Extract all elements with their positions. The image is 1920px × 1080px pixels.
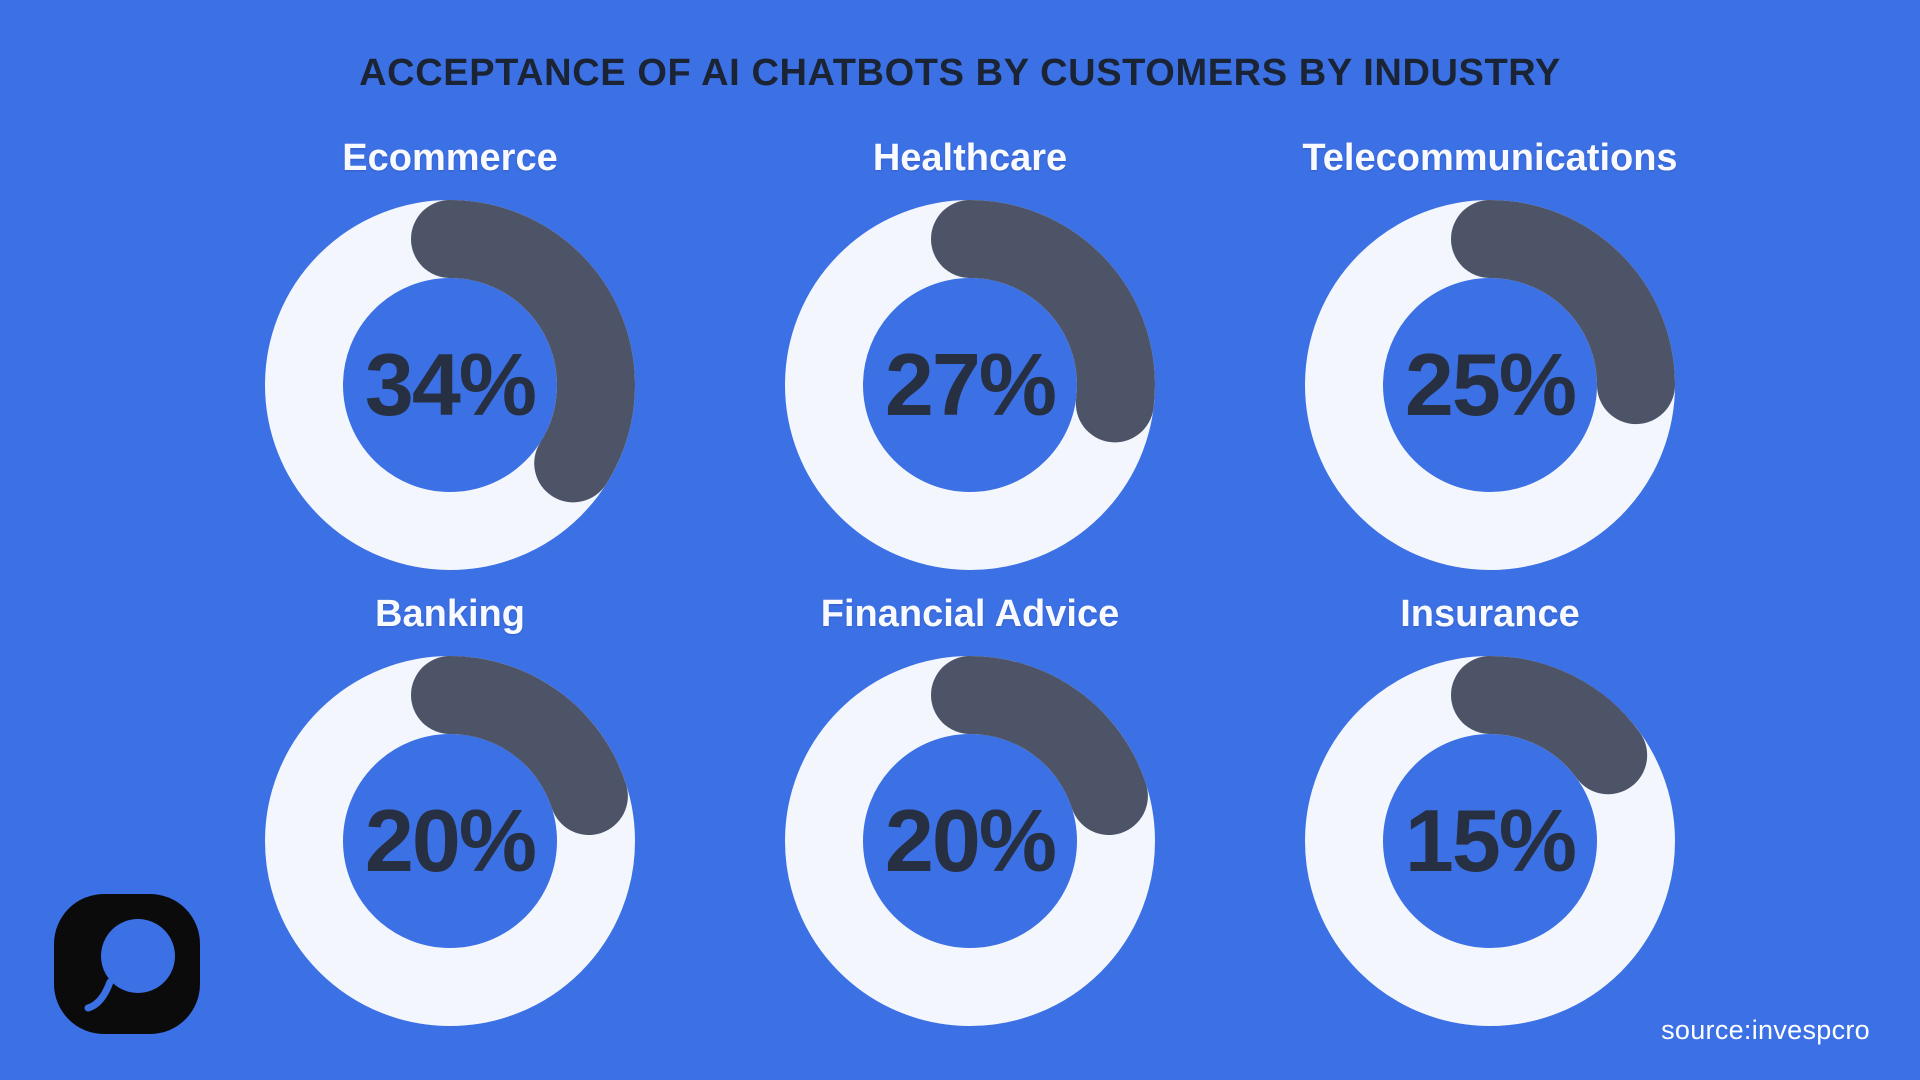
source-credit: source:invespcro — [1661, 1015, 1870, 1045]
donut-svg — [265, 656, 635, 1026]
donut-chart: 20% — [780, 651, 1160, 1031]
donut-cell: Telecommunications 25% — [1230, 135, 1750, 575]
donut-svg — [785, 200, 1155, 570]
donut-svg — [265, 200, 635, 570]
donut-value: 15% — [1404, 791, 1577, 890]
donut-cell: Banking 20% — [190, 591, 710, 1031]
donut-cell: Insurance 15% — [1230, 591, 1750, 1031]
donut-chart: 34% — [260, 195, 640, 575]
donut-arc — [265, 656, 635, 1026]
donut-label: Telecommunications — [1302, 137, 1678, 179]
donut-arc — [265, 200, 635, 570]
brand-logo-icon — [54, 894, 200, 1034]
donut-svg — [1305, 200, 1675, 570]
donut-arc — [1305, 656, 1675, 1026]
donut-arc — [785, 200, 1155, 570]
donut-svg — [785, 656, 1155, 1026]
donut-label: Banking — [375, 593, 525, 635]
donut-grid: Ecommerce 34% Healthcare 27% Telecommuni… — [190, 135, 1750, 1031]
donut-value: 27% — [884, 335, 1057, 434]
donut-value: 20% — [364, 791, 537, 890]
brand-logo — [52, 884, 202, 1034]
donut-arc — [1305, 200, 1675, 570]
donut-svg — [1305, 656, 1675, 1026]
donut-chart: 20% — [260, 651, 640, 1031]
donut-label: Healthcare — [872, 137, 1068, 179]
donut-cell: Ecommerce 34% — [190, 135, 710, 575]
donut-chart: 25% — [1300, 195, 1680, 575]
donut-cell: Healthcare 27% — [710, 135, 1230, 575]
donut-label: Ecommerce — [342, 137, 558, 179]
donut-label: Financial Advice — [820, 593, 1120, 635]
donut-chart: 15% — [1300, 651, 1680, 1031]
donut-chart: 27% — [780, 195, 1160, 575]
donut-value: 25% — [1404, 335, 1577, 434]
donut-label: Insurance — [1400, 593, 1580, 635]
donut-value: 20% — [884, 791, 1057, 890]
donut-arc — [785, 656, 1155, 1026]
donut-value: 34% — [364, 335, 537, 434]
page-title: ACCEPTANCE OF AI CHATBOTS BY CUSTOMERS B… — [359, 52, 1561, 94]
infographic: ACCEPTANCE OF AI CHATBOTS BY CUSTOMERS B… — [52, 52, 1870, 1045]
donut-cell: Financial Advice 20% — [710, 591, 1230, 1031]
